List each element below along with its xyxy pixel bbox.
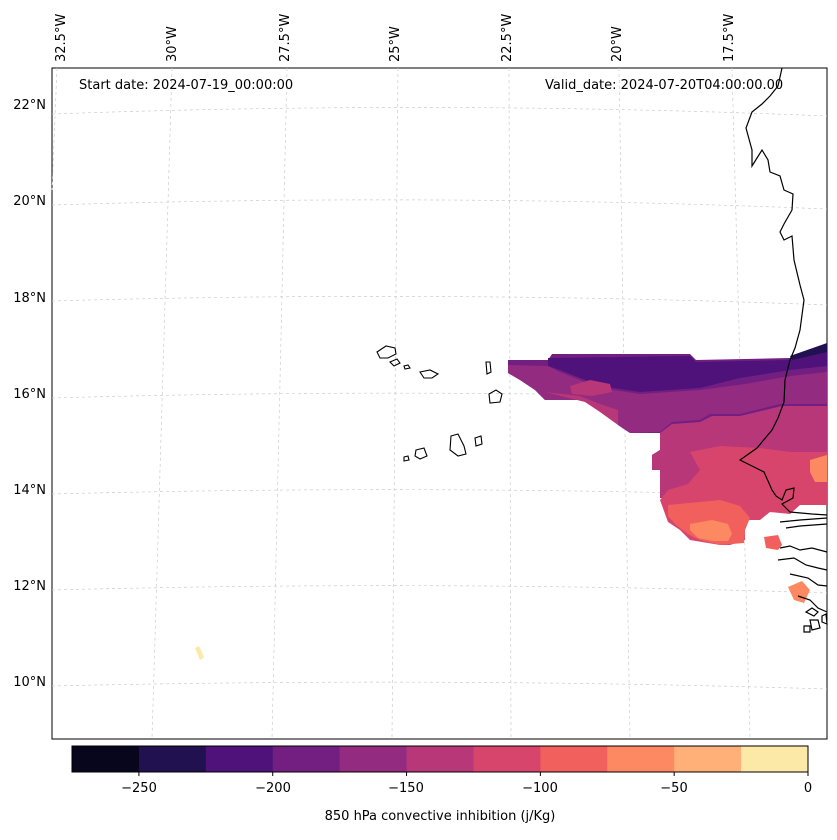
lon-label-32-5w: 32.5°W: [54, 13, 69, 62]
lon-label-27-5w: 27.5°W: [278, 13, 293, 62]
colorbar-swatch: [339, 746, 408, 772]
colorbar-tick-label: −250: [121, 781, 157, 796]
cin-region-east-salmon: [810, 455, 827, 482]
cin-region-magenta: [508, 365, 827, 433]
island-santo-antao: [376, 345, 397, 359]
lon-label-25w: 25°W: [388, 26, 403, 62]
colorbar: [72, 746, 809, 772]
colorbar-swatch: [540, 746, 608, 772]
island-santiago: [449, 433, 467, 457]
lat-label-14n: 14°N: [13, 483, 46, 498]
colorbar-swatch: [272, 746, 341, 772]
colorbar-swatch: [138, 746, 207, 772]
lat-label-12n: 12°N: [13, 579, 46, 594]
colorbar-swatch: [205, 746, 274, 772]
africa-coastline: [738, 67, 828, 516]
bijagos-islands: [803, 607, 828, 633]
colorbar-swatch: [72, 746, 140, 772]
colorbar-tick-label: −50: [660, 781, 688, 796]
colorbar-tick-label: 0: [803, 781, 813, 796]
graticule: [51, 67, 828, 740]
island-fogo: [414, 447, 428, 460]
lat-label-10n: 10°N: [13, 675, 46, 690]
colorbar-tick-label: −100: [522, 781, 558, 796]
island-sao-vicente: [389, 358, 401, 367]
lat-label-20n: 20°N: [13, 194, 46, 209]
cin-region-indigo: [548, 346, 827, 392]
cin-region-coastal-patch: [764, 535, 782, 550]
lon-label-17-5w: 17.5°W: [722, 13, 737, 62]
cin-region-rose-upper: [570, 380, 612, 396]
cin-region-light-orange: [690, 520, 732, 541]
colorbar-ticks: [138, 772, 809, 776]
gambia-coast: [779, 517, 828, 529]
island-santa-luzia: [403, 364, 411, 370]
lat-label-18n: 18°N: [13, 291, 46, 306]
colorbar-frame: [71, 745, 809, 773]
cin-region-south-patch: [788, 581, 810, 603]
lat-label-22n: 22°N: [13, 98, 46, 113]
coastlines: [738, 67, 828, 633]
colorbar-swatch: [473, 746, 541, 772]
valid-date-label: Valid_date: 2024-07-20T04:00:00.00: [545, 78, 784, 93]
lon-label-22-5w: 22.5°W: [500, 13, 515, 62]
cabo-verde-islands: [376, 345, 503, 462]
colorbar-tick-label: −200: [255, 781, 291, 796]
lon-label-20w: 20°W: [610, 26, 625, 62]
cin-region-isolated-patch: [195, 646, 204, 660]
island-sao-nicolau: [419, 369, 440, 379]
guinea-bissau-coast: [777, 545, 828, 613]
colorbar-swatch: [741, 746, 809, 772]
colorbar-tick-label: −150: [388, 781, 424, 796]
colorbar-swatch: [406, 746, 474, 772]
colorbar-swatch: [674, 746, 742, 772]
island-brava: [403, 455, 410, 462]
lon-label-30w: 30°W: [165, 26, 180, 62]
colorbar-swatch: [607, 746, 675, 772]
cin-field: [195, 343, 827, 660]
island-boa-vista: [488, 389, 503, 404]
island-maio: [474, 435, 483, 447]
lat-label-16n: 16°N: [13, 387, 46, 402]
island-sal: [485, 361, 492, 375]
start-date-label: Start date: 2024-07-19_00:00:00: [79, 78, 294, 93]
cin-region-deep-indigo: [790, 343, 827, 360]
colorbar-title: 850 hPa convective inhibition (j/Kg): [324, 809, 556, 824]
